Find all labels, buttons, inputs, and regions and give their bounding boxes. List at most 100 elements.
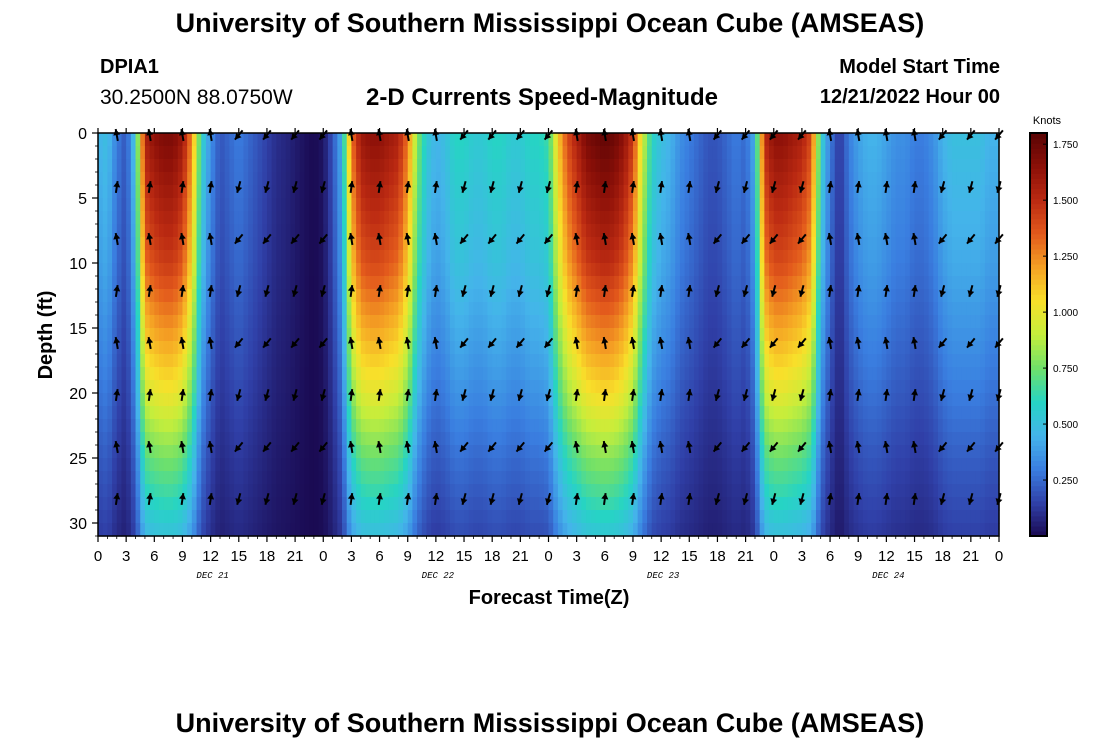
heatmap-cell [820, 146, 826, 160]
heatmap-cell [689, 185, 695, 199]
heatmap-cell [140, 367, 146, 381]
heatmap-cell [510, 289, 517, 303]
heatmap-cell [679, 315, 686, 329]
heatmap-cell [834, 224, 841, 238]
heatmap-cell [614, 224, 620, 238]
heatmap-cell [135, 432, 141, 446]
heatmap-cell [731, 276, 737, 290]
heatmap-cell [628, 263, 634, 277]
heatmap-cell [703, 185, 709, 199]
heatmap-cell [858, 393, 864, 407]
heatmap-cell [243, 302, 249, 316]
heatmap-cell [304, 250, 310, 264]
heatmap-cell [257, 380, 263, 394]
heatmap-cell [398, 458, 404, 472]
heatmap-cell [548, 367, 554, 381]
heatmap-cell [675, 159, 681, 173]
heatmap-cell [956, 315, 963, 329]
heatmap-cell [529, 354, 536, 368]
heatmap-cell [379, 302, 385, 316]
heatmap-cell [360, 198, 367, 212]
heatmap-cell [933, 406, 939, 420]
heatmap-cell [154, 289, 160, 303]
heatmap-cell [970, 198, 977, 212]
heatmap-cell [886, 419, 892, 433]
heatmap-cell [783, 159, 789, 173]
heatmap-cell [769, 263, 775, 277]
heatmap-cell [135, 354, 141, 368]
heatmap-cell [337, 328, 343, 342]
heatmap-cell [492, 289, 498, 303]
heatmap-cell [844, 432, 850, 446]
heatmap-cell [923, 445, 930, 459]
heatmap-cell [426, 302, 432, 316]
heatmap-cell [492, 367, 498, 381]
heatmap-cell [487, 328, 493, 342]
heatmap-cell [149, 198, 155, 212]
heatmap-cell [187, 380, 193, 394]
heatmap-cell [665, 263, 672, 277]
heatmap-cell [905, 445, 911, 459]
heatmap-cell [327, 419, 334, 433]
heatmap-cell [351, 328, 357, 342]
heatmap-cell [722, 250, 728, 264]
heatmap-cell [205, 432, 212, 446]
heatmap-cell [989, 367, 995, 381]
heatmap-cell [853, 133, 859, 147]
heatmap-cell [571, 146, 578, 160]
heatmap-cell [332, 380, 338, 394]
heatmap-cell [234, 406, 240, 420]
heatmap-cell [642, 393, 648, 407]
heatmap-cell [553, 432, 559, 446]
heatmap-cell [365, 185, 371, 199]
heatmap-cell [675, 224, 681, 238]
heatmap-cell [576, 315, 582, 329]
heatmap-cell [994, 354, 1000, 368]
heatmap-cell [248, 185, 254, 199]
heatmap-cell [895, 185, 902, 199]
heatmap-cell [313, 211, 320, 225]
heatmap-cell [388, 133, 395, 147]
heatmap-cell [130, 224, 137, 238]
heatmap-cell [609, 419, 615, 433]
heatmap-cell [642, 211, 648, 225]
heatmap-cell [149, 302, 155, 316]
heatmap-cell [173, 302, 179, 316]
heatmap-cell [557, 380, 564, 394]
heatmap-cell [492, 354, 498, 368]
heatmap-cell [454, 224, 460, 238]
heatmap-cell [614, 289, 620, 303]
heatmap-cell [323, 172, 329, 186]
heatmap-cell [252, 315, 259, 329]
heatmap-cell [431, 328, 437, 342]
heatmap-cell [548, 458, 554, 472]
heatmap-cell [844, 237, 850, 251]
heatmap-cell [168, 419, 174, 433]
heatmap-cell [848, 224, 855, 238]
heatmap-cell [539, 367, 545, 381]
heatmap-cell [656, 146, 662, 160]
heatmap-cell [867, 419, 873, 433]
heatmap-cell [642, 237, 648, 251]
heatmap-cell [210, 224, 216, 238]
heatmap-cell [914, 172, 920, 186]
heatmap-cell [726, 224, 733, 238]
heatmap-cell [557, 354, 564, 368]
heatmap-cell [858, 237, 864, 251]
heatmap-cell [853, 458, 859, 472]
heatmap-cell [825, 328, 831, 342]
heatmap-cell [937, 198, 944, 212]
heatmap-cell [966, 263, 972, 277]
heatmap-cell [661, 198, 667, 212]
heatmap-cell [248, 211, 254, 225]
heatmap-cell [712, 302, 719, 316]
heatmap-cell [801, 211, 808, 225]
heatmap-cell [398, 211, 404, 225]
heatmap-cell [722, 419, 728, 433]
heatmap-cell [144, 159, 151, 173]
heatmap-cell [754, 432, 761, 446]
heatmap-cell [529, 380, 536, 394]
heatmap-cell [975, 458, 981, 472]
heatmap-cell [778, 146, 784, 160]
heatmap-cell [205, 367, 212, 381]
